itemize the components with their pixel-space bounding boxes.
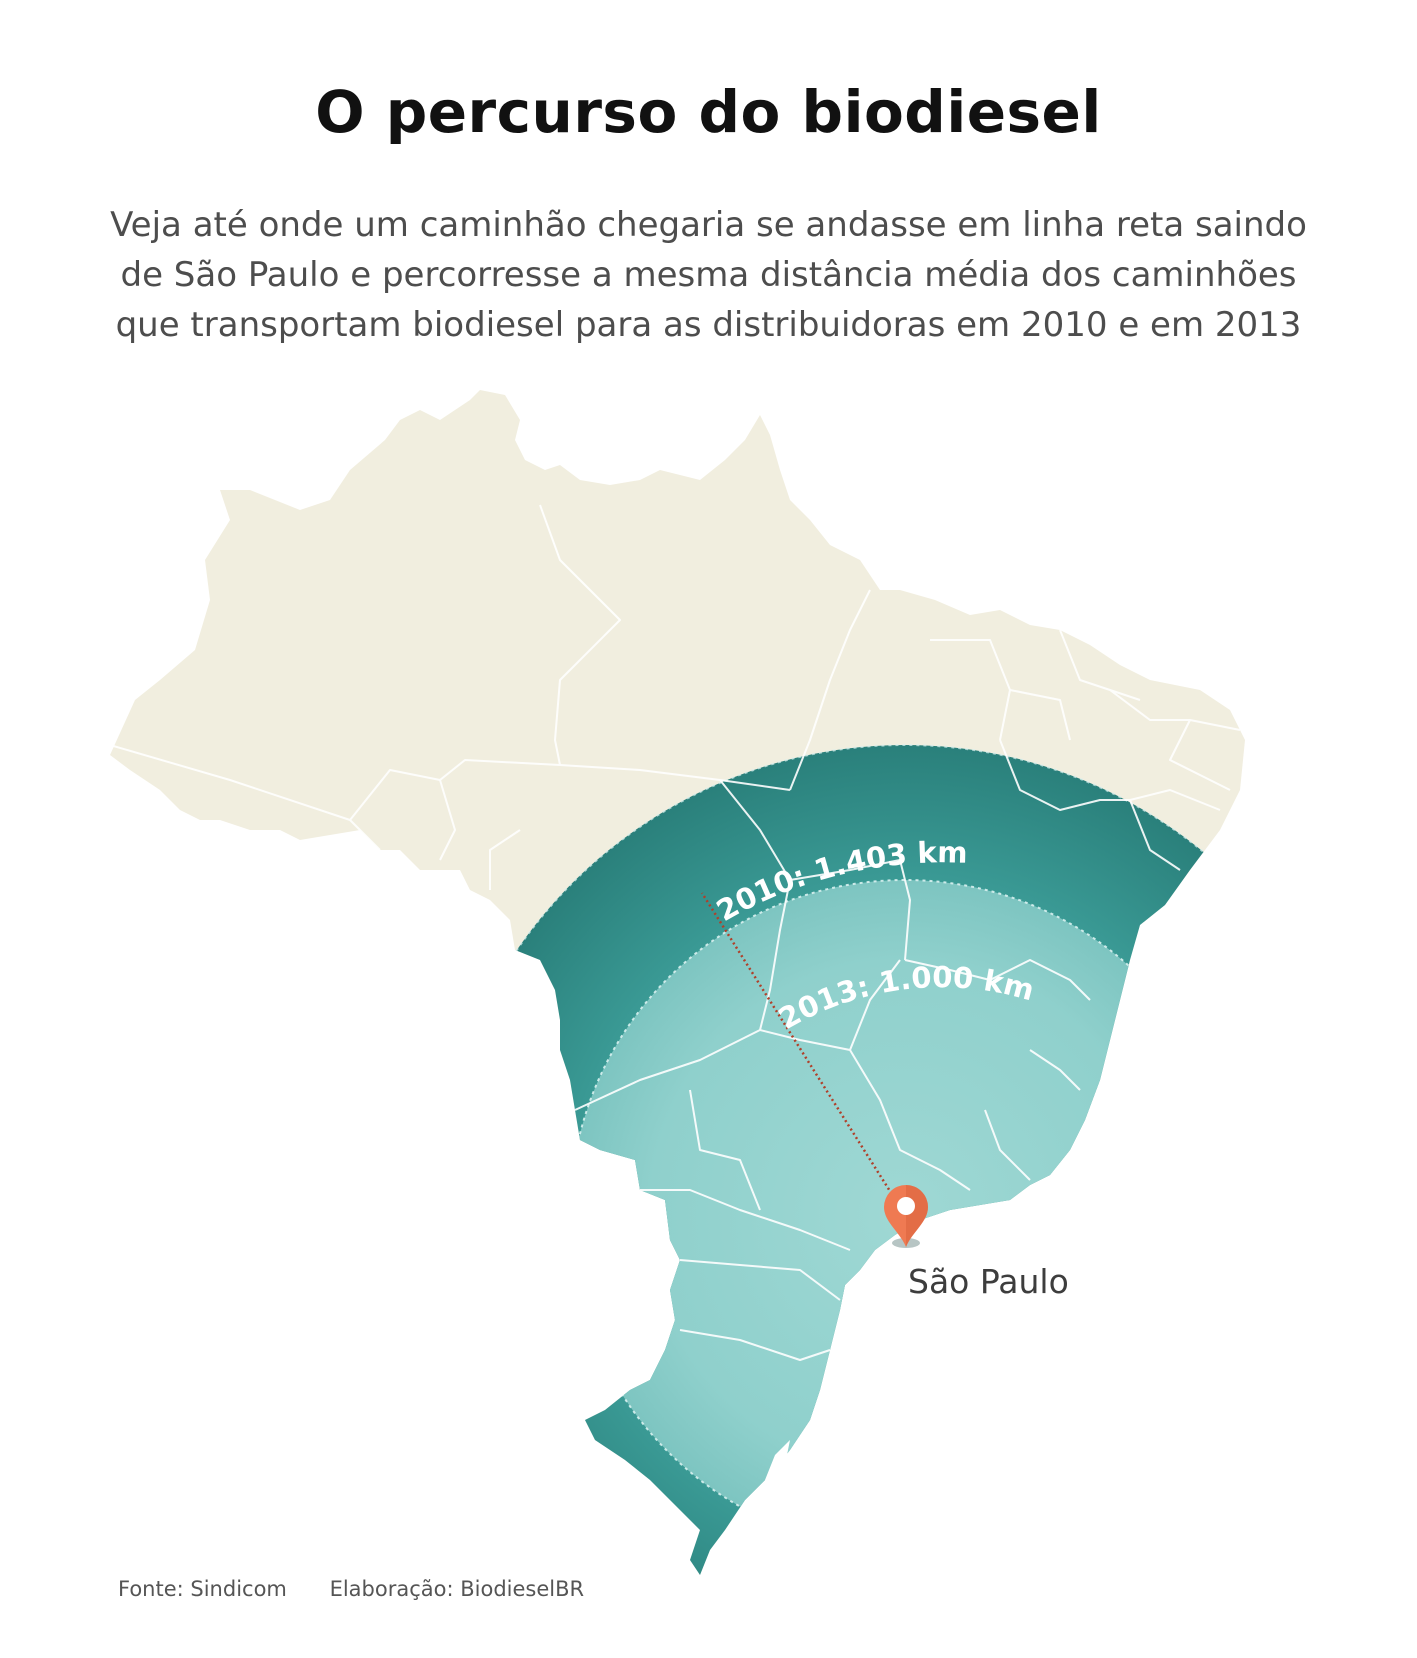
- source-credit: Fonte: Sindicom: [118, 1577, 287, 1601]
- elaboration-credit: Elaboração: BiodieselBR: [329, 1577, 585, 1601]
- sao-paulo-pin-icon: [884, 1185, 928, 1248]
- lagoon: [765, 1440, 790, 1490]
- origin-city-label: São Paulo: [908, 1262, 1069, 1301]
- state-borders: [109, 504, 1241, 1361]
- subtitle: Veja até onde um caminhão chegaria se an…: [80, 200, 1337, 350]
- subtitle-line-3: que transportam biodiesel para as distri…: [115, 305, 1302, 345]
- subtitle-line-2: de São Paulo e percorresse a mesma distâ…: [120, 255, 1297, 295]
- footer: Fonte: Sindicom Elaboração: BiodieselBR: [118, 1577, 584, 1601]
- ring-2010-edge: [434, 744, 1245, 1575]
- route-line: [700, 892, 907, 1216]
- subtitle-line-1: Veja até onde um caminhão chegaria se an…: [110, 205, 1307, 245]
- page-title: O percurso do biodiesel: [315, 78, 1102, 146]
